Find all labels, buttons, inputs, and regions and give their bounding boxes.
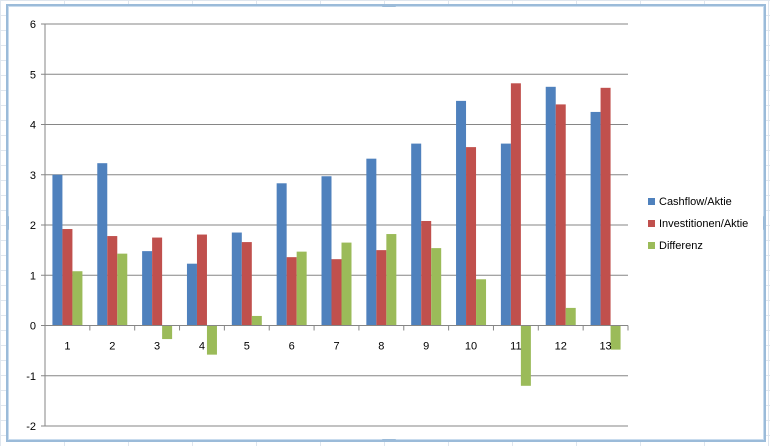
chart-frame[interactable] — [6, 4, 766, 442]
bar-differenz — [565, 307, 576, 326]
y-tick-label: 4 — [30, 120, 36, 132]
bar-investitionen-aktie — [286, 257, 297, 326]
y-tick-label: 1 — [30, 270, 36, 282]
x-tick-label: 5 — [244, 341, 250, 353]
bar-cashflow-aktie — [276, 183, 287, 326]
y-tick-label: 3 — [30, 170, 36, 182]
bar-investitionen-aktie — [62, 229, 73, 326]
bar-investitionen-aktie — [600, 87, 611, 326]
bar-investitionen-aktie — [421, 220, 432, 326]
x-tick-label: 13 — [599, 341, 611, 353]
bar-differenz — [251, 315, 262, 326]
bar-investitionen-aktie — [331, 259, 342, 326]
x-tick-label: 7 — [333, 341, 339, 353]
bar-differenz — [72, 271, 83, 326]
x-tick-label: 3 — [154, 341, 160, 353]
bar-investitionen-aktie — [241, 242, 252, 326]
x-tick-label: 6 — [289, 341, 295, 353]
resize-handle-bottom[interactable] — [382, 439, 396, 442]
bar-differenz — [520, 325, 531, 386]
bar-differenz — [341, 242, 352, 326]
x-tick-label: 1 — [64, 341, 70, 353]
bar-cashflow-aktie — [231, 232, 242, 326]
bar-investitionen-aktie — [107, 236, 118, 326]
bar-differenz — [206, 325, 217, 355]
y-tick-label: 5 — [30, 69, 36, 81]
x-tick-label: 4 — [199, 341, 205, 353]
bar-investitionen-aktie — [196, 234, 207, 326]
bars — [52, 83, 621, 386]
bar-differenz — [476, 279, 487, 326]
bar-cashflow-aktie — [366, 158, 377, 326]
bar-cashflow-aktie — [500, 143, 511, 326]
resize-handle-top[interactable] — [382, 4, 396, 7]
bar-investitionen-aktie — [152, 237, 163, 326]
x-tick-label: 2 — [109, 341, 115, 353]
bar-differenz — [117, 253, 128, 326]
bar-cashflow-aktie — [545, 86, 556, 326]
legend-swatch — [648, 242, 655, 249]
legend-swatch — [648, 220, 655, 227]
gridlines — [45, 23, 628, 427]
bar-investitionen-aktie — [376, 250, 387, 326]
x-tick-label: 9 — [423, 341, 429, 353]
bar-cashflow-aktie — [411, 143, 422, 326]
legend-entry: Cashflow/Aktie — [659, 196, 732, 208]
y-tick-label: -2 — [26, 421, 36, 433]
legend-entry: Differenz — [659, 240, 703, 252]
x-tick-label: 10 — [465, 341, 477, 353]
bar-cashflow-aktie — [97, 163, 108, 326]
x-tick-label: 8 — [378, 341, 384, 353]
bar-investitionen-aktie — [510, 83, 521, 326]
bar-cashflow-aktie — [456, 100, 467, 326]
x-tick-label: 11 — [510, 341, 521, 353]
bar-cashflow-aktie — [186, 263, 197, 326]
resize-handle-right[interactable] — [763, 216, 766, 230]
bar-differenz — [386, 234, 397, 326]
y-tick-label: 0 — [30, 321, 36, 333]
resize-handle-left[interactable] — [6, 216, 9, 230]
y-tick-label: 6 — [30, 19, 36, 31]
legend-swatch — [648, 198, 655, 205]
y-tick-label: -1 — [26, 371, 36, 383]
bar-investitionen-aktie — [555, 104, 566, 326]
bar-differenz — [296, 251, 307, 326]
bar-cashflow-aktie — [321, 176, 332, 326]
bar-cashflow-aktie — [142, 251, 153, 326]
bar-differenz — [431, 248, 442, 326]
x-tick-label: 12 — [555, 341, 567, 353]
y-tick-label: 2 — [30, 220, 36, 232]
bar-differenz — [162, 325, 173, 340]
bar-cashflow-aktie — [590, 111, 601, 326]
legend-entry: Investitionen/Aktie — [659, 218, 748, 230]
bar-investitionen-aktie — [466, 147, 477, 326]
legend: Cashflow/Aktie Investitionen/Aktie Differe… — [648, 196, 748, 252]
bar-cashflow-aktie — [52, 174, 63, 326]
bar-differenz — [610, 325, 621, 350]
